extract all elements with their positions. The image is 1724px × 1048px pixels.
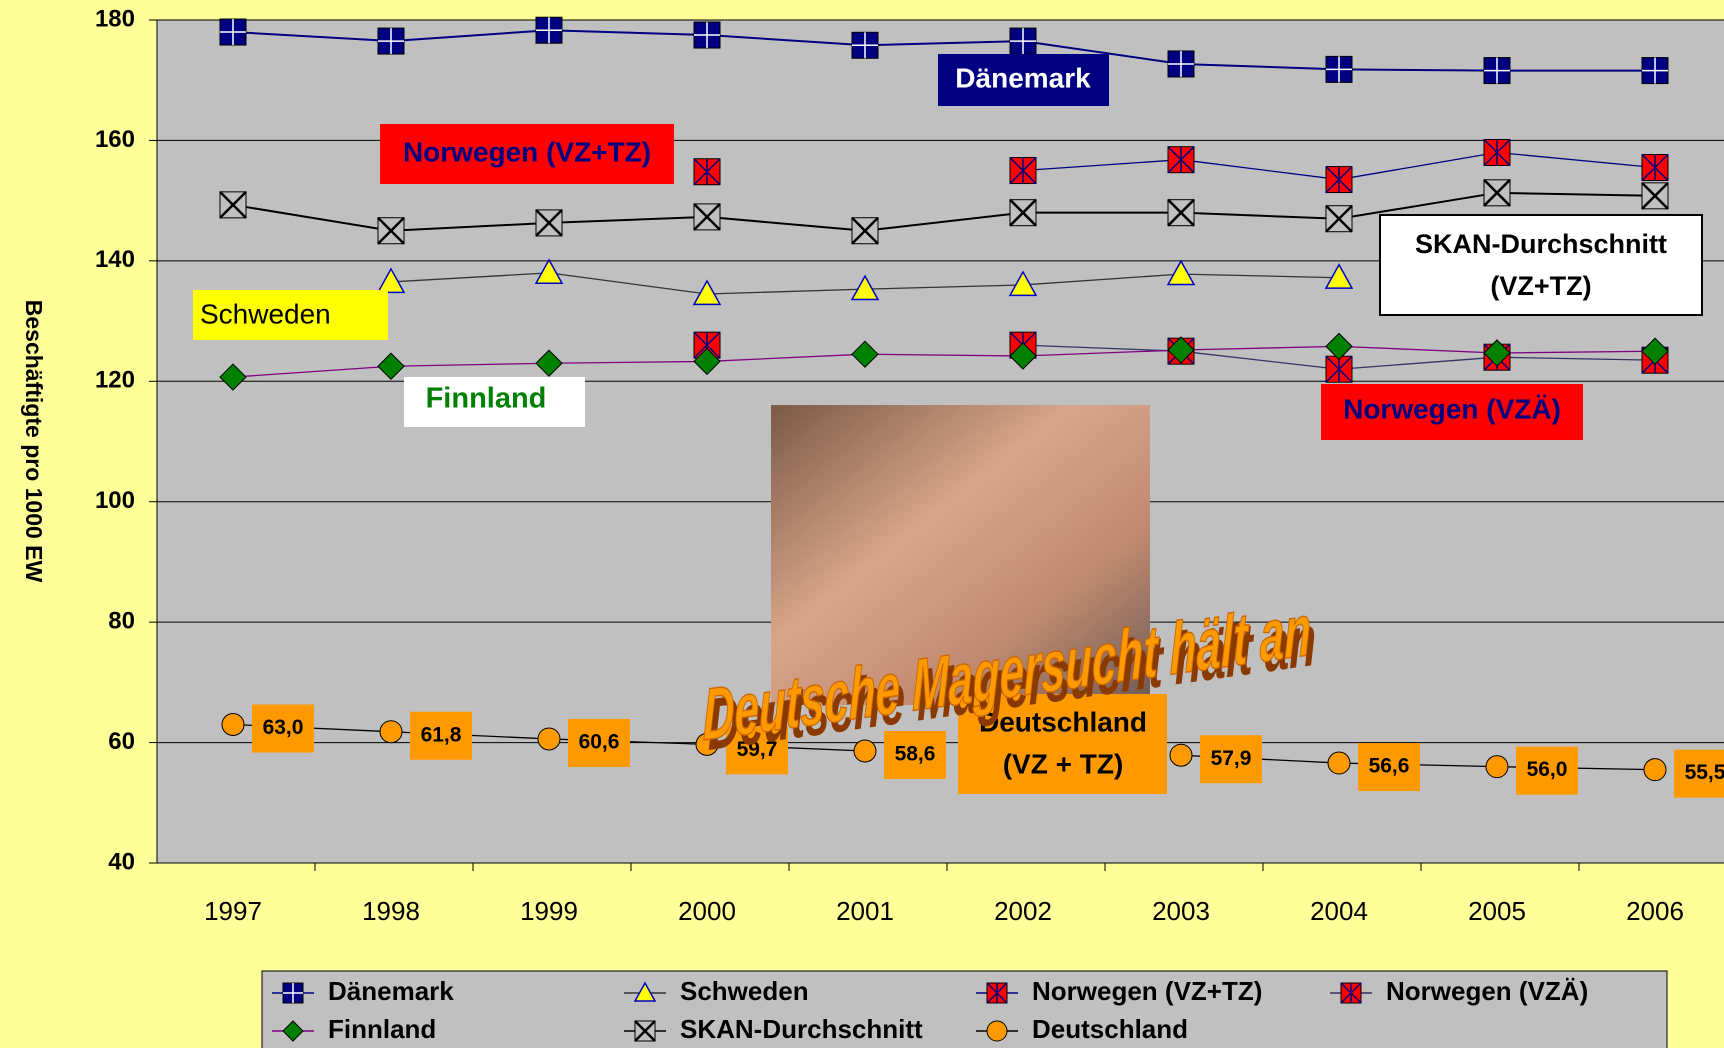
data-label: 57,9 — [1211, 747, 1252, 770]
legend-label: Deutschland — [1032, 1014, 1188, 1044]
data-label: 63,0 — [263, 716, 304, 739]
chart: 40 60 80 100 120 140 160 180 1997 1998 1999 2000 200… — [0, 0, 1724, 1048]
annotation: Schweden — [200, 298, 331, 329]
x-tick-label: 2003 — [1152, 896, 1210, 926]
annotation: Norwegen (VZÄ) — [1343, 393, 1561, 424]
annotation: (VZ + TZ) — [1003, 748, 1124, 779]
legend-label: Dänemark — [328, 976, 454, 1006]
y-tick-label: 100 — [95, 487, 135, 514]
x-tick-label: 2002 — [994, 896, 1052, 926]
annotation: Dänemark — [955, 62, 1091, 93]
data-label: 61,8 — [421, 723, 462, 746]
marker — [1644, 759, 1666, 781]
data-label: 55,5 — [1685, 761, 1724, 784]
marker — [1170, 744, 1192, 766]
x-tick-label: 1997 — [204, 896, 262, 926]
legend-label: Norwegen (VZ+TZ) — [1032, 976, 1262, 1006]
legend-label: Norwegen (VZÄ) — [1386, 976, 1588, 1006]
x-tick-label: 2000 — [678, 896, 736, 926]
y-tick-label: 140 — [95, 246, 135, 273]
x-tick-label: 1998 — [362, 896, 420, 926]
legend-label: Finnland — [328, 1014, 436, 1044]
annotation: (VZ+TZ) — [1490, 271, 1591, 301]
y-tick-label: 160 — [95, 126, 135, 153]
y-tick-label: 60 — [108, 728, 135, 755]
x-tick-label: 2006 — [1626, 896, 1684, 926]
data-label: 60,6 — [579, 731, 620, 754]
marker — [1328, 752, 1350, 774]
annotation: Norwegen (VZ+TZ) — [403, 136, 651, 167]
y-tick-label: 80 — [108, 607, 135, 634]
annotation: SKAN-Durchschnitt — [1415, 229, 1667, 259]
marker — [222, 714, 244, 736]
data-label: 56,6 — [1369, 755, 1410, 778]
legend-label: Schweden — [680, 976, 809, 1006]
x-tick-label: 2004 — [1310, 896, 1368, 926]
y-tick-label: 40 — [108, 848, 135, 875]
marker — [987, 1021, 1007, 1041]
marker — [538, 728, 560, 750]
y-tick-label: 180 — [95, 5, 135, 32]
y-axis-label: Beschäftigte pro 1000 EW — [21, 300, 47, 583]
annotation: Finnland — [426, 383, 547, 415]
marker — [1486, 756, 1508, 778]
legend-label: SKAN-Durchschnitt — [680, 1014, 923, 1044]
x-tick-label: 2005 — [1468, 896, 1526, 926]
data-label: 56,0 — [1527, 758, 1568, 781]
data-label: 58,6 — [895, 743, 936, 766]
x-tick-label: 1999 — [520, 896, 578, 926]
y-tick-label: 120 — [95, 367, 135, 394]
marker — [380, 721, 402, 743]
x-tick-label: 2001 — [836, 896, 894, 926]
